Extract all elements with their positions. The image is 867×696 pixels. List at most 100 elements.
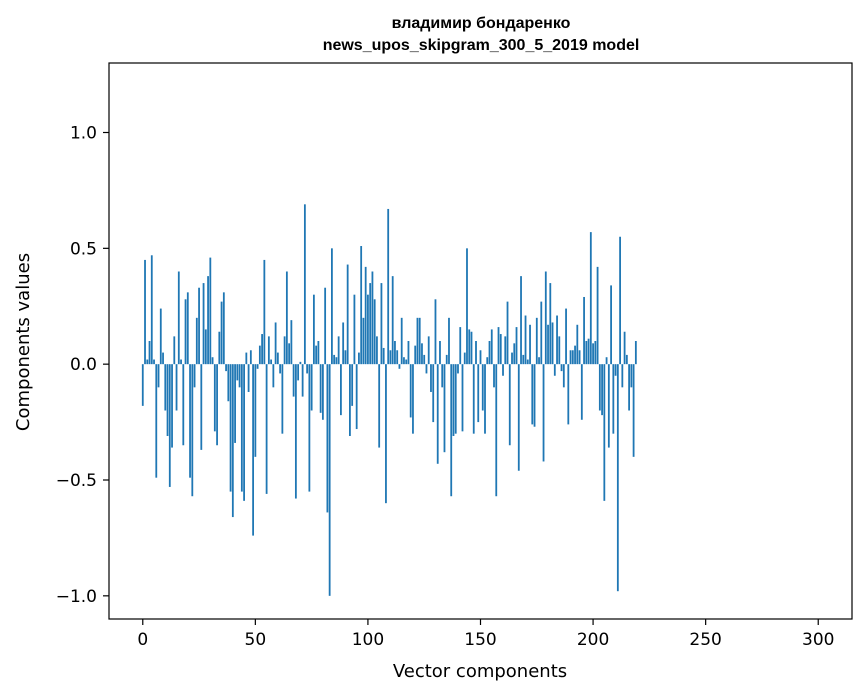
bar bbox=[461, 364, 464, 432]
bar bbox=[162, 352, 164, 365]
bar bbox=[434, 299, 437, 365]
bar bbox=[371, 271, 374, 365]
bar bbox=[592, 343, 594, 365]
bar bbox=[524, 315, 527, 365]
bar bbox=[443, 364, 446, 453]
bar bbox=[166, 364, 169, 436]
bar bbox=[616, 364, 619, 592]
bar bbox=[605, 357, 608, 365]
bar bbox=[463, 352, 466, 365]
bar bbox=[481, 364, 484, 411]
bar bbox=[353, 294, 356, 365]
bar bbox=[220, 301, 223, 365]
chart-title: владимир бондаренко bbox=[392, 15, 571, 32]
bar bbox=[247, 364, 250, 392]
bar bbox=[191, 364, 194, 497]
bar bbox=[263, 259, 266, 365]
bar bbox=[270, 359, 273, 365]
x-tick-label: 300 bbox=[802, 630, 834, 650]
bar bbox=[290, 320, 293, 365]
bar bbox=[409, 364, 412, 418]
bar bbox=[153, 359, 155, 365]
bar bbox=[391, 276, 394, 365]
bar bbox=[614, 364, 617, 376]
bar bbox=[535, 317, 538, 365]
y-axis-ticks: −1.0 −0.5 0.0 0.5 1.0 bbox=[56, 124, 109, 607]
x-tick-label: 200 bbox=[577, 630, 609, 650]
bar bbox=[504, 336, 507, 365]
bar bbox=[634, 341, 637, 365]
bar bbox=[625, 354, 628, 365]
bar bbox=[195, 317, 198, 365]
bar bbox=[171, 364, 173, 448]
bar bbox=[155, 364, 158, 478]
bar bbox=[427, 336, 430, 365]
bar bbox=[367, 294, 369, 365]
x-tick-label: 100 bbox=[352, 630, 384, 650]
bar bbox=[227, 364, 230, 402]
bar bbox=[321, 364, 324, 420]
bar bbox=[526, 359, 529, 365]
bar bbox=[200, 364, 203, 450]
bar bbox=[569, 350, 572, 365]
bar bbox=[414, 345, 417, 365]
bar bbox=[180, 359, 182, 365]
bar bbox=[306, 364, 309, 374]
bar bbox=[520, 276, 522, 365]
bar bbox=[612, 364, 615, 434]
bar bbox=[164, 364, 167, 411]
bar bbox=[245, 352, 248, 365]
bar bbox=[198, 287, 200, 365]
bar bbox=[146, 359, 149, 365]
bar bbox=[565, 308, 567, 365]
bar bbox=[157, 364, 160, 388]
bar bbox=[335, 357, 338, 365]
bar bbox=[349, 364, 351, 436]
bar bbox=[418, 317, 421, 365]
bar bbox=[513, 343, 516, 365]
bar bbox=[249, 350, 252, 365]
bar bbox=[351, 364, 354, 406]
bar bbox=[493, 364, 495, 388]
bar bbox=[355, 364, 358, 430]
bar bbox=[337, 336, 340, 365]
bar bbox=[544, 271, 547, 365]
bar bbox=[276, 352, 279, 365]
bar bbox=[252, 364, 254, 536]
bar bbox=[396, 350, 399, 365]
bar bbox=[340, 364, 342, 416]
bar bbox=[607, 364, 610, 448]
bar bbox=[324, 287, 327, 365]
bar bbox=[376, 336, 378, 365]
bar bbox=[632, 364, 635, 457]
bar bbox=[342, 322, 345, 365]
bar bbox=[623, 331, 626, 365]
y-tick-label: 0.5 bbox=[70, 239, 97, 259]
bar bbox=[407, 341, 410, 365]
bar bbox=[182, 364, 185, 446]
bar bbox=[562, 364, 565, 388]
y-tick-label: 1.0 bbox=[70, 124, 97, 144]
bar bbox=[522, 354, 525, 365]
bar bbox=[294, 364, 297, 499]
bar bbox=[292, 364, 295, 397]
bar bbox=[240, 364, 243, 492]
bar bbox=[430, 364, 432, 392]
bar bbox=[382, 347, 385, 365]
bar bbox=[450, 364, 453, 497]
bar bbox=[506, 301, 509, 365]
y-tick-label: −1.0 bbox=[56, 587, 97, 607]
bar bbox=[416, 317, 419, 365]
bar bbox=[344, 350, 347, 365]
bar bbox=[385, 364, 387, 504]
bar bbox=[175, 364, 178, 411]
bar bbox=[488, 341, 491, 365]
bar bbox=[403, 357, 405, 365]
bar bbox=[475, 341, 477, 365]
bar bbox=[243, 364, 245, 501]
bar bbox=[594, 341, 597, 365]
bar-series bbox=[141, 204, 637, 596]
bar bbox=[459, 327, 462, 365]
bar bbox=[285, 271, 288, 365]
